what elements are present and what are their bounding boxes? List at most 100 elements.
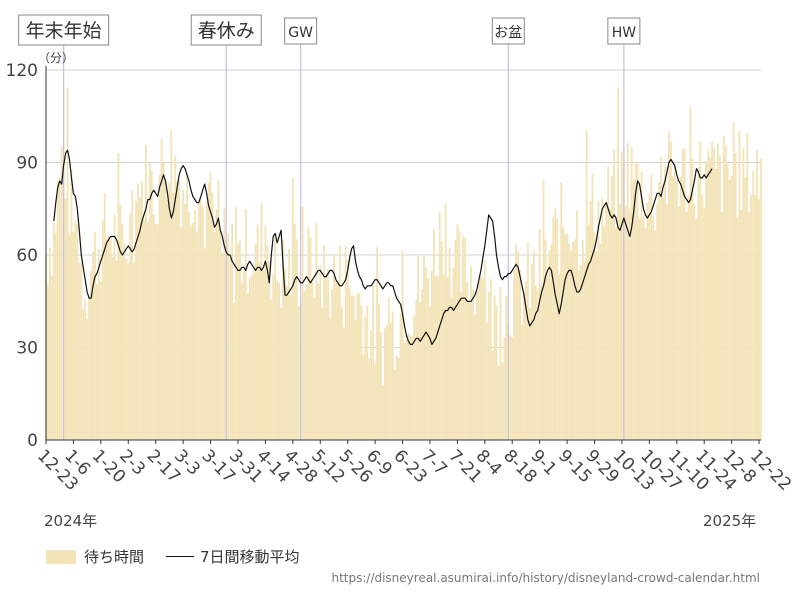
wait-time-bar: [276, 280, 279, 440]
wait-time-bar: [450, 296, 453, 440]
wait-time-bar: [92, 251, 94, 440]
wait-time-bar: [103, 192, 106, 440]
wait-time-bar: [587, 224, 590, 440]
wait-time-bar: [566, 234, 568, 440]
wait-time-bar: [50, 275, 53, 440]
wait-time-bar: [125, 258, 128, 440]
event-markers: 年末年始 春休み GW お盆 HW: [18, 14, 641, 440]
wait-time-bar: [444, 203, 447, 440]
wait-time-bar: [180, 227, 183, 440]
wait-time-bar: [593, 232, 596, 440]
wait-time-bar: [94, 231, 96, 440]
wait-time-bar: [495, 305, 498, 440]
wait-time-bar: [479, 276, 482, 440]
wait-time-bar: [734, 153, 737, 441]
wait-time-bar: [458, 230, 461, 440]
wait-time-bar: [215, 209, 218, 440]
wait-time-bar: [191, 222, 194, 440]
wait-time-bar: [517, 251, 520, 440]
event-label: GW: [288, 25, 313, 41]
wait-time-bar: [76, 223, 79, 440]
wait-time-bar: [738, 130, 741, 440]
wait-time-bar: [683, 148, 686, 441]
wait-time-bar: [321, 307, 324, 440]
wait-time-bar: [724, 144, 727, 440]
wait-time-bar: [609, 209, 612, 440]
wait-time-bar: [370, 330, 373, 440]
wait-time-bar: [750, 194, 753, 440]
wait-time-bar: [699, 141, 702, 441]
wait-time-bar: [521, 324, 523, 440]
wait-time-bar: [652, 215, 655, 440]
wait-time-bar: [530, 263, 533, 440]
wait-time-bar: [90, 270, 92, 440]
wait-time-bar: [650, 173, 653, 441]
wait-time-bar: [525, 281, 527, 440]
wait-time-bar: [78, 263, 81, 440]
wait-time-bar: [280, 307, 282, 440]
wait-time-bar: [742, 147, 745, 440]
wait-time-bar: [393, 369, 396, 440]
wait-time-bar: [758, 198, 760, 440]
wait-time-bar: [666, 204, 668, 440]
wait-time-bar: [250, 275, 253, 440]
wait-time-bar: [554, 208, 557, 440]
event-label: HW: [612, 25, 637, 41]
wait-time-bar: [101, 220, 104, 440]
wait-time-bar: [264, 225, 267, 440]
wait-time-bar: [707, 149, 710, 440]
wait-time-bar: [540, 285, 543, 440]
wait-time-bar: [499, 286, 502, 440]
wait-time-bar: [86, 318, 89, 440]
wait-time-bar: [197, 200, 200, 440]
wait-time-bar: [205, 201, 208, 440]
wait-time-bar: [523, 291, 525, 440]
wait-time-bar: [244, 209, 247, 440]
wait-time-bar: [542, 179, 545, 440]
wait-time-bar: [146, 221, 149, 440]
wait-time-bar: [505, 296, 508, 440]
event-label-box: [284, 17, 318, 45]
wait-time-bar: [711, 141, 713, 440]
wait-time-bar: [174, 155, 177, 441]
wait-time-bar: [583, 260, 586, 440]
wait-time-bar: [630, 147, 633, 441]
wait-time-bar: [342, 327, 345, 440]
wait-time-bar: [746, 133, 749, 440]
wait-time-bar: [476, 290, 478, 440]
wait-time-bar: [348, 286, 351, 440]
wait-time-bar: [168, 182, 171, 441]
wait-time-bar: [485, 322, 488, 440]
wait-time-bar: [648, 194, 651, 440]
source-url[interactable]: https://disneyreal.asumirai.info/history…: [331, 571, 760, 585]
wait-time-bar: [736, 217, 739, 440]
wait-time-bar: [152, 214, 155, 440]
y-unit-label: （分）: [38, 51, 75, 65]
wait-time-bar: [564, 233, 567, 440]
wait-time-bar: [307, 226, 310, 440]
wait-time-bar: [68, 234, 71, 440]
wait-time-bar: [383, 328, 386, 440]
wait-time-bar: [170, 129, 173, 440]
legend: 待ち時間 7日間移動平均: [46, 546, 300, 567]
wait-time-bar: [340, 306, 343, 440]
wait-time-bar: [748, 212, 751, 440]
wait-time-bar: [217, 179, 220, 440]
wait-time-bar: [336, 284, 339, 440]
wait-time-bar: [52, 222, 55, 440]
wait-time-bar: [137, 183, 139, 441]
wait-time-bar: [656, 202, 659, 440]
event-label-box: [18, 14, 110, 46]
wait-time-bar: [669, 141, 672, 440]
wait-time-bar: [691, 158, 694, 440]
wait-time-bar: [628, 208, 631, 440]
wait-time-bar: [442, 274, 445, 440]
wait-time-bar: [397, 357, 400, 440]
wait-time-bar: [611, 175, 614, 440]
wait-time-bar: [427, 277, 429, 440]
wait-time-bar: [646, 202, 649, 440]
wait-time-bar: [150, 170, 153, 441]
wait-time-bar: [362, 355, 365, 440]
wait-time-bar: [315, 223, 318, 440]
wait-time-bar: [121, 223, 124, 440]
